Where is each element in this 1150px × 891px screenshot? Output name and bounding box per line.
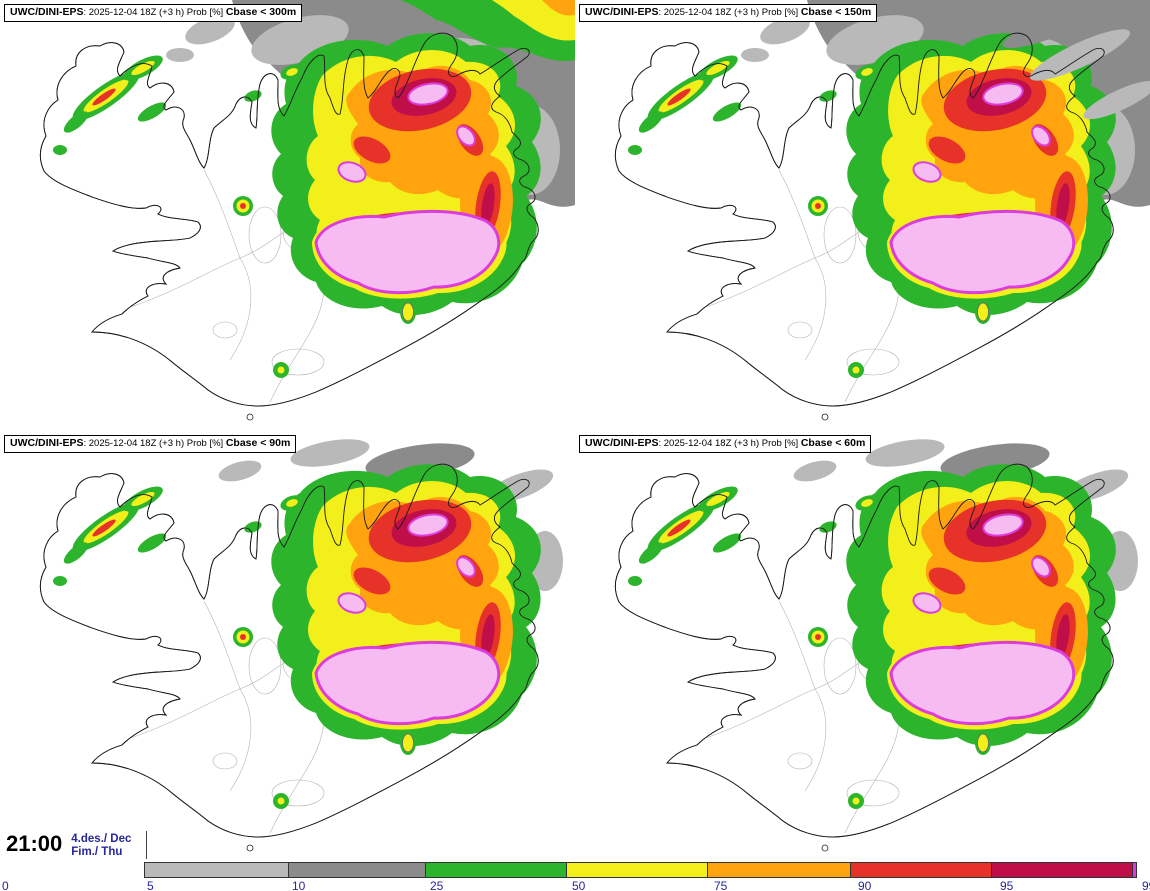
probability-field: [628, 33, 1116, 378]
legend-tick-label: 5: [147, 879, 154, 891]
run-info: : 2025-12-04 18Z (+3 h) Prob [%]: [658, 438, 801, 449]
panel-title: UWC/DINI-EPS: 2025-12-04 18Z (+3 h) Prob…: [579, 435, 872, 453]
valid-time: 21:00: [6, 831, 63, 856]
date-line: 4.des./ Dec: [71, 833, 132, 845]
map-panel-cbase-90m: UWC/DINI-EPS: 2025-12-04 18Z (+3 h) Prob…: [0, 431, 575, 861]
coastline-overlay: [39, 463, 539, 838]
iceland-prob-map: [614, 0, 1150, 421]
parameter-label: Cbase < 150m: [800, 6, 872, 18]
legend-tick-label: 75: [714, 879, 728, 891]
run-info: : 2025-12-04 18Z (+3 h) Prob [%]: [83, 7, 226, 18]
parameter-label: Cbase < 60m: [800, 437, 866, 449]
probability-field: [53, 33, 541, 378]
iceland-map: [0, 0, 575, 430]
offshore-high-prob-corner: [400, 0, 575, 62]
legend-tick-label: 10: [292, 879, 306, 891]
coastline-overlay: [614, 463, 1114, 838]
island-heimaey: [246, 844, 254, 852]
parameter-label: Cbase < 90m: [225, 437, 291, 449]
map-panel-cbase-300m: UWC/DINI-EPS: 2025-12-04 18Z (+3 h) Prob…: [0, 0, 575, 430]
map-panel-cbase-150m: UWC/DINI-EPS: 2025-12-04 18Z (+3 h) Prob…: [575, 0, 1150, 430]
legend-segment: [1132, 862, 1137, 878]
weekday-line: Fim./ Thu: [71, 846, 123, 858]
legend-segment: [566, 862, 708, 878]
iceland-prob-map: [39, 0, 575, 421]
legend-tick-label: 95: [1000, 879, 1014, 891]
valid-time-block: 21:00 4.des./ Dec Fim./ Thu: [6, 831, 131, 859]
panel-title: UWC/DINI-EPS: 2025-12-04 18Z (+3 h) Prob…: [4, 435, 297, 453]
island-heimaey: [246, 413, 254, 421]
iceland-map: [0, 431, 575, 861]
legend-segment: [0, 862, 145, 878]
legend-tick-label: 0: [2, 879, 9, 891]
coastline-overlay: [614, 32, 1114, 407]
coastline-overlay: [39, 32, 539, 407]
model-name: UWC/DINI-EPS: [585, 6, 659, 18]
run-info: : 2025-12-04 18Z (+3 h) Prob [%]: [83, 438, 226, 449]
legend-tick-label: 99: [1142, 879, 1150, 891]
legend-segment: [144, 862, 289, 878]
panel-title: UWC/DINI-EPS: 2025-12-04 18Z (+3 h) Prob…: [579, 4, 878, 22]
probability-field: [628, 464, 1116, 809]
legend-segment: [850, 862, 992, 878]
probability-field: [53, 464, 541, 809]
legend-segment: [288, 862, 426, 878]
legend-segment: [707, 862, 851, 878]
iceland-prob-map: [614, 439, 1138, 852]
legend-colorbar: [0, 862, 1137, 878]
model-name: UWC/DINI-EPS: [10, 6, 84, 18]
probability-legend: 0 5 10 25 50 75 90 95 99: [0, 862, 1150, 891]
legend-tick-labels: 0 5 10 25 50 75 90 95 99: [0, 878, 1150, 891]
iceland-map: [575, 431, 1150, 861]
model-name: UWC/DINI-EPS: [10, 437, 84, 449]
parameter-label: Cbase < 300m: [225, 6, 297, 18]
legend-segment: [425, 862, 567, 878]
model-name: UWC/DINI-EPS: [585, 437, 659, 449]
valid-date: 4.des./ Dec Fim./ Thu: [71, 831, 131, 859]
offshore-gray-streaks: [1002, 11, 1150, 120]
run-info: : 2025-12-04 18Z (+3 h) Prob [%]: [658, 7, 801, 18]
iceland-map: [575, 0, 1150, 430]
island-heimaey: [821, 413, 829, 421]
legend-tick-label: 50: [572, 879, 586, 891]
iceland-prob-map: [39, 439, 563, 852]
time-legend-divider: [146, 831, 147, 859]
map-panel-cbase-60m: UWC/DINI-EPS: 2025-12-04 18Z (+3 h) Prob…: [575, 431, 1150, 861]
island-heimaey: [821, 844, 829, 852]
legend-tick-label: 25: [430, 879, 444, 891]
legend-tick-label: 90: [858, 879, 872, 891]
panel-title: UWC/DINI-EPS: 2025-12-04 18Z (+3 h) Prob…: [4, 4, 303, 22]
legend-segment: [991, 862, 1133, 878]
